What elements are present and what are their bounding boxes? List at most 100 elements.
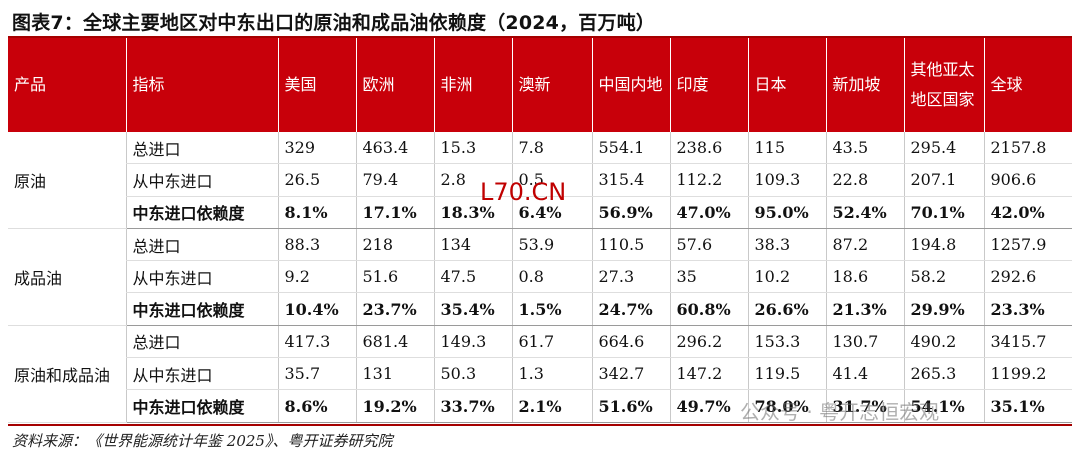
header-africa: 非洲 xyxy=(433,38,512,132)
value-cell: 35 xyxy=(669,260,748,294)
value-cell: 238.6 xyxy=(669,132,748,165)
value-cell: 56.9% xyxy=(591,196,670,229)
value-cell: 6.4% xyxy=(511,196,592,229)
value-cell: 554.1 xyxy=(591,132,670,165)
value-cell: 95.0% xyxy=(747,196,826,229)
metric-cell: 总进口 xyxy=(125,132,278,165)
value-cell: 18.6 xyxy=(825,260,904,294)
table-body: 原油 总进口 329 463.4 15.3 7.8 554.1 238.6 115 43.5 295… xyxy=(8,132,1072,423)
metric-cell: 从中东进口 xyxy=(125,260,278,294)
value-cell: 1257.9 xyxy=(983,228,1072,262)
table-row: 从中东进口 9.2 51.6 47.5 0.8 27.3 35 10.2 18.6 58.2 292… xyxy=(8,260,1072,294)
table-row: 从中东进口 35.7 131 50.3 1.3 342.7 147.2 119.5 41.4 26… xyxy=(8,357,1072,391)
value-cell: 49.7% xyxy=(669,389,748,423)
value-cell: 61.7 xyxy=(511,325,592,359)
value-cell: 296.2 xyxy=(669,325,748,359)
value-cell: 3415.7 xyxy=(983,325,1072,359)
value-cell: 906.6 xyxy=(983,163,1072,197)
value-cell: 194.8 xyxy=(903,228,984,262)
value-cell: 19.2% xyxy=(355,389,434,423)
value-cell: 315.4 xyxy=(591,163,670,197)
metric-cell: 中东进口依赖度 xyxy=(125,292,278,326)
value-cell: 21.3% xyxy=(825,292,904,326)
header-india: 印度 xyxy=(669,38,748,132)
header-us: 美国 xyxy=(277,38,356,132)
metric-cell: 从中东进口 xyxy=(125,163,278,197)
value-cell: 463.4 xyxy=(355,132,434,165)
product-cell: 原油和成品油 xyxy=(8,325,126,423)
value-cell: 1199.2 xyxy=(983,357,1072,391)
value-cell: 134 xyxy=(433,228,512,262)
value-cell: 23.7% xyxy=(355,292,434,326)
header-metric: 指标 xyxy=(125,38,278,132)
value-cell: 26.6% xyxy=(747,292,826,326)
value-cell: 35.1% xyxy=(983,389,1072,423)
value-cell: 149.3 xyxy=(433,325,512,359)
value-cell: 130.7 xyxy=(825,325,904,359)
header-other-apac: 其他亚太地区国家 xyxy=(903,38,984,132)
value-cell: 50.3 xyxy=(433,357,512,391)
value-cell: 58.2 xyxy=(903,260,984,294)
header-global: 全球 xyxy=(983,38,1072,132)
header-product: 产品 xyxy=(8,38,126,132)
top-rule xyxy=(8,36,1072,38)
value-cell: 53.9 xyxy=(511,228,592,262)
value-cell: 0.8 xyxy=(511,260,592,294)
table-row: 成品油 总进口 88.3 218 134 53.9 110.5 57.6 38.3 87.2 194… xyxy=(8,228,1072,326)
value-cell: 43.5 xyxy=(825,132,904,165)
source-note: 资料来源：《世界能源统计年鉴 2025》、粤开证券研究院 xyxy=(12,432,393,450)
metric-cell: 从中东进口 xyxy=(125,357,278,391)
table-row: 中东进口依赖度 10.4% 23.7% 35.4% 1.5% 24.7% 60.8% 26.6… xyxy=(8,292,1072,326)
value-cell: 88.3 xyxy=(277,228,356,262)
value-cell: 24.7% xyxy=(591,292,670,326)
bottom-rule xyxy=(8,424,1072,426)
value-cell: 47.5 xyxy=(433,260,512,294)
value-cell: 78.0% xyxy=(747,389,826,423)
table-row: 原油和成品油 总进口 417.3 681.4 149.3 61.7 664.6 296.2 15… xyxy=(8,325,1072,423)
value-cell: 119.5 xyxy=(747,357,826,391)
value-cell: 42.0% xyxy=(983,196,1072,229)
value-cell: 329 xyxy=(277,132,356,165)
value-cell: 115 xyxy=(747,132,826,165)
value-cell: 27.3 xyxy=(591,260,670,294)
header-europe: 欧洲 xyxy=(355,38,434,132)
value-cell: 47.0% xyxy=(669,196,748,229)
value-cell: 681.4 xyxy=(355,325,434,359)
value-cell: 207.1 xyxy=(903,163,984,197)
value-cell: 54.1% xyxy=(903,389,984,423)
value-cell: 131 xyxy=(355,357,434,391)
value-cell: 295.4 xyxy=(903,132,984,165)
metric-cell: 总进口 xyxy=(125,228,278,262)
value-cell: 38.3 xyxy=(747,228,826,262)
value-cell: 8.1% xyxy=(277,196,356,229)
value-cell: 265.3 xyxy=(903,357,984,391)
value-cell: 0.5 xyxy=(511,163,592,197)
product-cell: 原油 xyxy=(8,132,126,229)
value-cell: 18.3% xyxy=(433,196,512,229)
value-cell: 41.4 xyxy=(825,357,904,391)
watermark-corner: 公众号 · 粤开志恒宏观 xyxy=(740,400,940,424)
value-cell: 51.6% xyxy=(591,389,670,423)
data-table: 产品 指标 美国 欧洲 非洲 澳新 中国内地 印度 日本 新加坡 其他亚太地区国… xyxy=(8,38,1072,423)
figure-title: 图表7：全球主要地区对中东出口的原油和成品油依赖度（2024，百万吨） xyxy=(12,12,656,34)
metric-cell: 中东进口依赖度 xyxy=(125,389,278,423)
value-cell: 60.8% xyxy=(669,292,748,326)
header-singapore: 新加坡 xyxy=(825,38,904,132)
value-cell: 79.4 xyxy=(355,163,434,197)
value-cell: 664.6 xyxy=(591,325,670,359)
value-cell: 17.1% xyxy=(355,196,434,229)
value-cell: 8.6% xyxy=(277,389,356,423)
value-cell: 1.3 xyxy=(511,357,592,391)
value-cell: 112.2 xyxy=(669,163,748,197)
value-cell: 417.3 xyxy=(277,325,356,359)
value-cell: 109.3 xyxy=(747,163,826,197)
product-cell: 成品油 xyxy=(8,228,126,326)
value-cell: 1.5% xyxy=(511,292,592,326)
value-cell: 147.2 xyxy=(669,357,748,391)
value-cell: 35.7 xyxy=(277,357,356,391)
value-cell: 70.1% xyxy=(903,196,984,229)
value-cell: 110.5 xyxy=(591,228,670,262)
header-australia-nz: 澳新 xyxy=(511,38,592,132)
table-row: 中东进口依赖度 8.6% 19.2% 33.7% 2.1% 51.6% 49.7% 78.0%… xyxy=(8,389,1072,423)
value-cell: 342.7 xyxy=(591,357,670,391)
